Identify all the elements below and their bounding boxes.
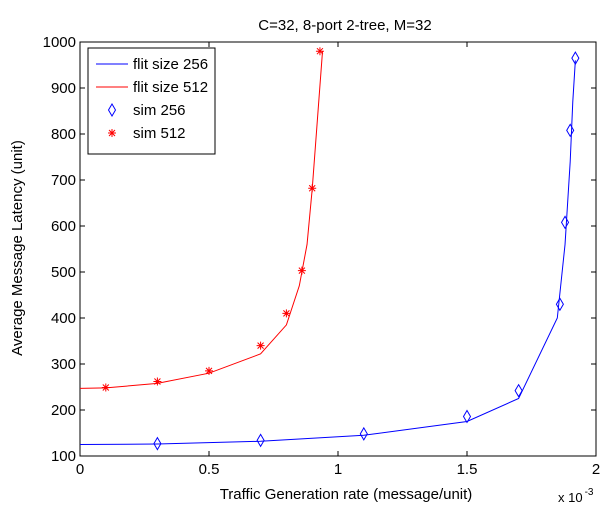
data-point — [205, 366, 213, 375]
x-tick-label: 0 — [76, 461, 84, 478]
legend-entry-label: flit size 512 — [133, 79, 208, 96]
data-point — [566, 123, 575, 138]
legend-entry-label: flit size 256 — [133, 56, 208, 73]
series-sim-512 — [101, 47, 324, 392]
y-tick-label: 900 — [51, 80, 76, 97]
legend-entry-label: sim 512 — [133, 125, 186, 142]
y-tick-label: 1000 — [43, 34, 76, 51]
data-point — [560, 215, 570, 230]
data-point — [153, 436, 162, 451]
data-point — [359, 426, 368, 441]
x-axis-multiplier-exponent: -3 — [585, 487, 594, 498]
y-tick-label: 200 — [51, 402, 76, 419]
y-tick-label: 300 — [51, 356, 76, 373]
data-point — [315, 47, 324, 56]
data-point — [153, 377, 162, 386]
x-tick-label: 1 — [334, 461, 342, 478]
data-point — [256, 433, 265, 448]
x-axis-label: Traffic Generation rate (message/unit) — [220, 486, 473, 503]
legend-box — [87, 47, 216, 155]
y-tick-label: 500 — [51, 264, 76, 281]
data-point — [555, 297, 564, 312]
legend-diamond-swatch — [107, 103, 117, 117]
x-axis-multiplier-base: x 10 — [558, 490, 583, 505]
y-tick-label: 800 — [51, 126, 76, 143]
series-line — [79, 51, 324, 389]
x-axis-multiplier: x 10 -3 — [558, 487, 594, 505]
y-tick-label: 100 — [51, 448, 76, 465]
series-sim-256 — [153, 51, 580, 451]
legend: flit size 256 flit size 512 sim 256 sim 512 — [87, 47, 216, 155]
series-flit-size-512 — [79, 51, 324, 389]
data-point — [462, 409, 472, 424]
series-flit-size-256 — [79, 60, 576, 445]
x-tick-label: 1.5 — [457, 461, 478, 478]
x-tick-label: 2 — [592, 461, 600, 478]
y-tick-label: 400 — [51, 310, 76, 327]
data-point — [282, 309, 291, 318]
legend-entry-label: sim 256 — [133, 102, 186, 119]
series-line — [79, 60, 576, 445]
data-point — [308, 184, 317, 193]
data-point — [256, 341, 265, 350]
axis-ticks: 0 0.5 1 1.5 2 100 200 300 400 500 600 700 800 900 1000 — [43, 34, 601, 478]
data-point — [514, 383, 523, 398]
data-point — [101, 383, 110, 392]
y-tick-label: 600 — [51, 218, 76, 235]
series-layer — [79, 47, 580, 451]
data-point — [571, 51, 580, 66]
data-point — [297, 266, 306, 275]
chart-title: C=32, 8-port 2-tree, M=32 — [258, 17, 431, 34]
y-axis-label: Average Message Latency (unit) — [9, 140, 26, 356]
x-tick-label: 0.5 — [199, 461, 220, 478]
legend-star-swatch — [108, 129, 116, 137]
y-tick-label: 700 — [51, 172, 76, 189]
